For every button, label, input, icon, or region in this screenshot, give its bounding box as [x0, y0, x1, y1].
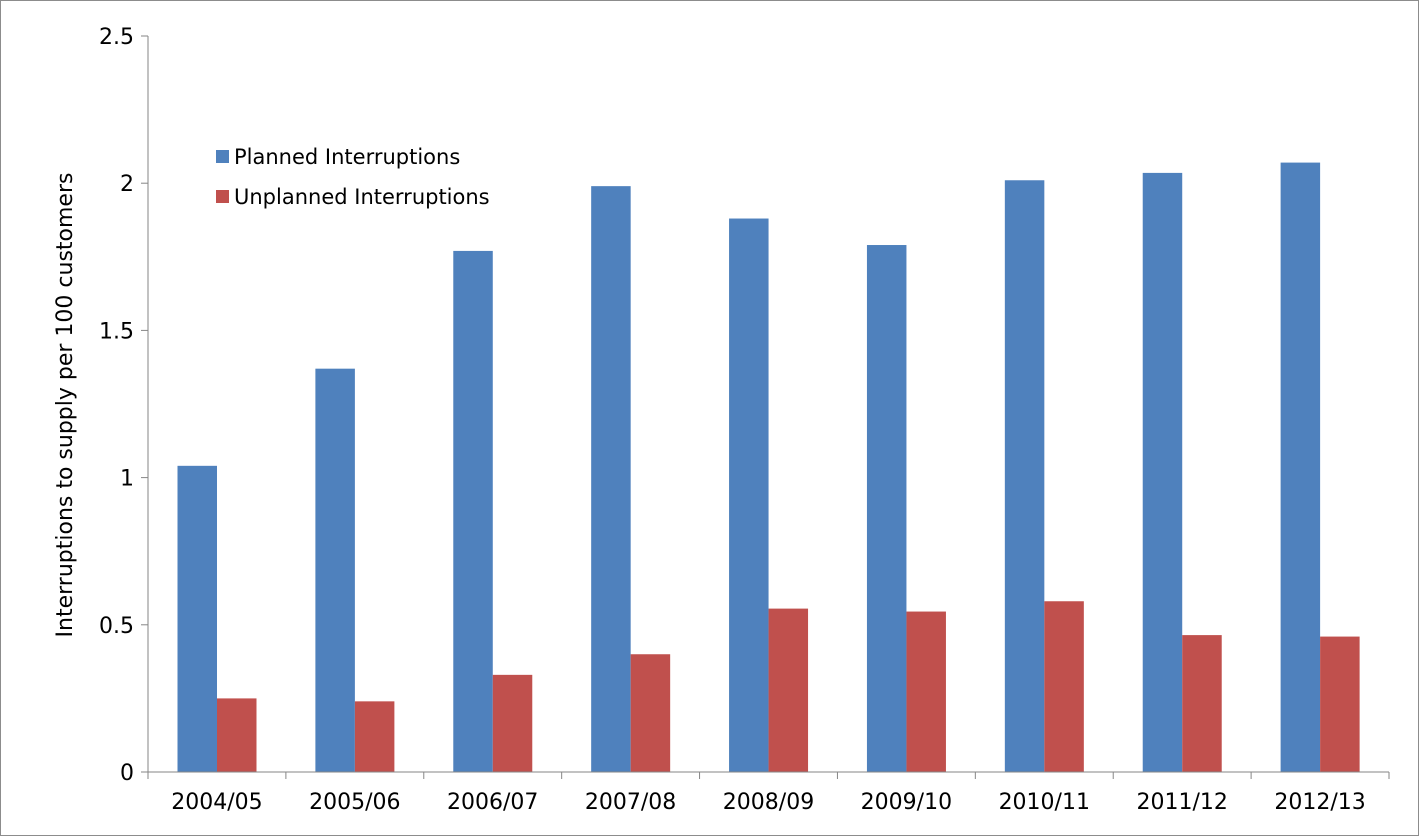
bar-planned [729, 218, 769, 772]
x-tick-label: 2010/11 [999, 790, 1090, 815]
bar-unplanned [217, 698, 257, 772]
x-tick-label: 2005/06 [309, 790, 400, 815]
legend-label: Unplanned Interruptions [234, 185, 490, 209]
bar-unplanned [354, 701, 395, 772]
legend: Planned Interruptions Unplanned Interrupt… [216, 145, 490, 209]
bar-unplanned [1044, 601, 1084, 772]
bar-planned [1004, 180, 1045, 773]
y-tick-label: 2 [120, 172, 134, 197]
bar-planned [1142, 172, 1183, 772]
bar-planned [866, 245, 907, 773]
y-tick-label: 1.5 [99, 319, 134, 344]
axes [147, 36, 1389, 773]
bar-unplanned [1182, 635, 1222, 772]
y-axis-ticks: 0 0.5 1 1.5 2 2.5 [99, 25, 148, 786]
x-tick-label: 2004/05 [171, 790, 262, 815]
y-axis-title: Interruptions to supply per 100 customer… [53, 173, 78, 638]
legend-label: Planned Interruptions [234, 145, 460, 169]
legend-swatch [216, 190, 229, 203]
bar-unplanned [630, 654, 671, 772]
bars [177, 162, 1360, 773]
bar-planned [315, 368, 355, 772]
x-tick-label: 2012/13 [1274, 790, 1365, 815]
x-axis-ticks: 2004/05 2005/06 2006/07 2007/08 2008/09 2009/… [147, 772, 1390, 815]
y-tick-label: 0.5 [99, 614, 134, 639]
bar-planned [453, 250, 493, 773]
bar-unplanned [492, 674, 533, 772]
bar-unplanned [906, 611, 946, 772]
bar-planned [1280, 162, 1321, 773]
x-tick-label: 2006/07 [447, 790, 538, 815]
bar-planned [591, 186, 631, 773]
bar-unplanned [1320, 636, 1360, 772]
x-tick-label: 2009/10 [861, 790, 952, 815]
x-tick-label: 2008/09 [723, 790, 814, 815]
y-tick-label: 0 [120, 761, 134, 786]
y-tick-label: 1 [120, 467, 134, 492]
y-tick-label: 2.5 [99, 25, 134, 50]
legend-swatch [216, 150, 229, 163]
x-tick-label: 2007/08 [585, 790, 676, 815]
bar-unplanned [768, 608, 809, 772]
x-tick-label: 2011/12 [1136, 790, 1227, 815]
bar-planned [177, 465, 217, 772]
